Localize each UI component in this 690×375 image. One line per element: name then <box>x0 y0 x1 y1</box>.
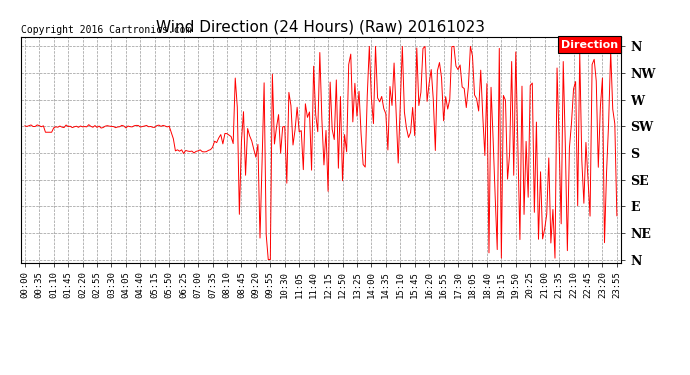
Title: Wind Direction (24 Hours) (Raw) 20161023: Wind Direction (24 Hours) (Raw) 20161023 <box>157 20 485 35</box>
Text: Direction: Direction <box>561 40 618 50</box>
Text: Copyright 2016 Cartronics.com: Copyright 2016 Cartronics.com <box>21 25 191 35</box>
